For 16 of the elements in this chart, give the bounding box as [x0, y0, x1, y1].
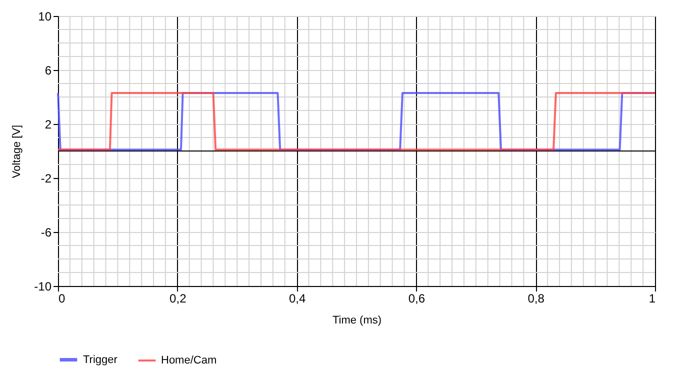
y-axis-title: Voltage [V] [11, 124, 24, 178]
x-tick-label: 1 [648, 292, 656, 306]
y-tick-label: -6 [40, 226, 52, 240]
x-tick-label: 0,8 [528, 292, 545, 306]
x-tick-label: 0,2 [170, 292, 187, 306]
y-tick-label: 6 [44, 64, 52, 78]
legend-label: Home/Cam [161, 354, 217, 366]
y-tick-label: -10 [34, 280, 52, 294]
x-tick-label: 0,4 [288, 292, 306, 306]
legend-label: Trigger [83, 354, 118, 366]
x-axis-title: Time (ms) [332, 314, 382, 326]
y-tick-label: 2 [44, 118, 52, 132]
y-tick-label: -2 [40, 172, 52, 186]
x-tick-label: 0,6 [408, 292, 426, 306]
x-tick-label: 0 [58, 292, 66, 306]
y-tick-label: 10 [38, 10, 52, 24]
